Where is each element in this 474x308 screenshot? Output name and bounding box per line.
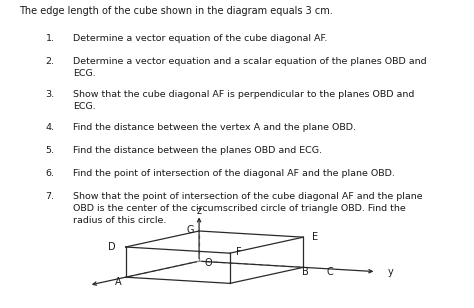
- Text: G: G: [187, 225, 194, 235]
- Text: 6.: 6.: [46, 169, 55, 178]
- Text: F: F: [236, 247, 241, 257]
- Text: Find the point of intersection of the diagonal AF and the plane OBD.: Find the point of intersection of the di…: [73, 169, 395, 178]
- Text: A: A: [115, 277, 122, 287]
- Text: 7.: 7.: [46, 192, 55, 201]
- Text: Find the distance between the vertex A and the plane OBD.: Find the distance between the vertex A a…: [73, 123, 356, 132]
- Text: O: O: [205, 258, 212, 268]
- Text: 3.: 3.: [46, 90, 55, 99]
- Text: 2.: 2.: [46, 57, 55, 66]
- Text: Determine a vector equation of the cube diagonal AF.: Determine a vector equation of the cube …: [73, 34, 328, 43]
- Text: 4.: 4.: [46, 123, 55, 132]
- Text: z: z: [197, 206, 201, 216]
- Text: Show that the cube diagonal AF is perpendicular to the planes OBD and
ECG.: Show that the cube diagonal AF is perpen…: [73, 90, 415, 111]
- Text: Determine a vector equation and a scalar equation of the planes OBD and
ECG.: Determine a vector equation and a scalar…: [73, 57, 427, 78]
- Text: 5.: 5.: [46, 146, 55, 155]
- Text: The edge length of the cube shown in the diagram equals 3 cm.: The edge length of the cube shown in the…: [19, 6, 333, 16]
- Text: D: D: [108, 242, 115, 252]
- Text: C: C: [327, 267, 333, 277]
- Text: E: E: [312, 232, 318, 242]
- Text: B: B: [302, 267, 309, 277]
- Text: Show that the point of intersection of the cube diagonal AF and the plane
OBD is: Show that the point of intersection of t…: [73, 192, 423, 225]
- Text: 1.: 1.: [46, 34, 55, 43]
- Text: y: y: [388, 267, 393, 277]
- Text: Find the distance between the planes OBD and ECG.: Find the distance between the planes OBD…: [73, 146, 322, 155]
